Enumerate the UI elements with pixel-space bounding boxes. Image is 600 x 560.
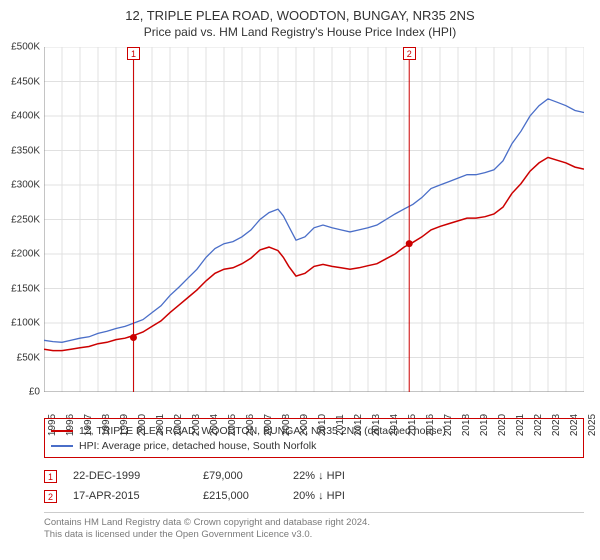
copyright: Contains HM Land Registry data © Crown c…	[44, 512, 584, 542]
sale-marker-2: 2	[403, 47, 416, 60]
sale-pct: 22% ↓ HPI	[293, 470, 413, 482]
y-tick-label: £50K	[0, 352, 40, 363]
copyright-line: Contains HM Land Registry data © Crown c…	[44, 517, 584, 529]
footer: 12, TRIPLE PLEA ROAD, WOODTON, BUNGAY, N…	[44, 418, 584, 542]
copyright-line: This data is licensed under the Open Gov…	[44, 529, 584, 541]
y-tick-label: £0	[0, 387, 40, 398]
y-tick-label: £200K	[0, 249, 40, 260]
legend-label: 12, TRIPLE PLEA ROAD, WOODTON, BUNGAY, N…	[79, 425, 446, 437]
legend-label: HPI: Average price, detached house, Sout…	[79, 440, 316, 452]
sale-pct: 20% ↓ HPI	[293, 490, 413, 502]
sale-marker-inline: 1	[44, 470, 57, 483]
sale-price: £215,000	[203, 490, 293, 502]
y-tick-label: £150K	[0, 283, 40, 294]
y-tick-label: £450K	[0, 76, 40, 87]
y-axis-labels: £0£50K£100K£150K£200K£250K£300K£350K£400…	[2, 47, 42, 392]
sale-date: 22-DEC-1999	[73, 470, 203, 482]
sale-date: 17-APR-2015	[73, 490, 203, 502]
y-tick-label: £350K	[0, 145, 40, 156]
chart-subtitle: Price paid vs. HM Land Registry's House …	[0, 23, 600, 39]
sale-row: 2 17-APR-2015£215,00020% ↓ HPI	[44, 486, 584, 506]
legend-swatch	[51, 430, 73, 432]
y-tick-label: £400K	[0, 111, 40, 122]
sale-marker-inline: 2	[44, 490, 57, 503]
legend-row: HPI: Average price, detached house, Sout…	[51, 438, 577, 453]
legend: 12, TRIPLE PLEA ROAD, WOODTON, BUNGAY, N…	[44, 418, 584, 458]
x-tick-label: 2025	[587, 414, 598, 436]
y-tick-label: £100K	[0, 318, 40, 329]
legend-swatch	[51, 445, 73, 447]
sale-marker-1: 1	[127, 47, 140, 60]
sale-price: £79,000	[203, 470, 293, 482]
y-tick-label: £250K	[0, 214, 40, 225]
sale-row: 1 22-DEC-1999£79,00022% ↓ HPI	[44, 466, 584, 486]
legend-row: 12, TRIPLE PLEA ROAD, WOODTON, BUNGAY, N…	[51, 423, 577, 438]
chart-title: 12, TRIPLE PLEA ROAD, WOODTON, BUNGAY, N…	[0, 0, 600, 23]
line-chart-svg	[44, 47, 584, 392]
y-tick-label: £500K	[0, 42, 40, 53]
page: 12, TRIPLE PLEA ROAD, WOODTON, BUNGAY, N…	[0, 0, 600, 560]
chart-area: £0£50K£100K£150K£200K£250K£300K£350K£400…	[44, 47, 584, 392]
sales-table: 1 22-DEC-1999£79,00022% ↓ HPI 2 17-APR-2015…	[44, 466, 584, 506]
y-tick-label: £300K	[0, 180, 40, 191]
